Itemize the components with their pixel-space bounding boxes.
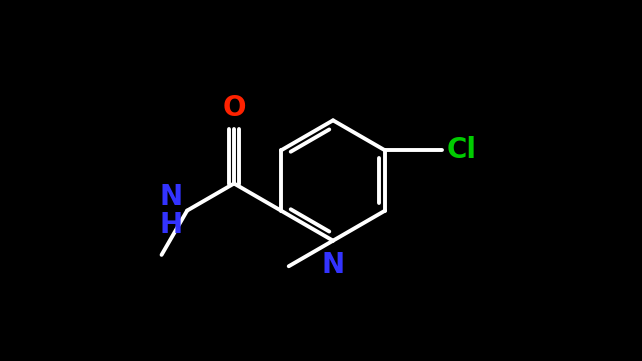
Text: O: O	[222, 94, 246, 122]
Text: Cl: Cl	[447, 136, 477, 164]
Text: H: H	[159, 210, 182, 239]
Text: N: N	[322, 252, 345, 279]
Text: N: N	[159, 183, 182, 210]
